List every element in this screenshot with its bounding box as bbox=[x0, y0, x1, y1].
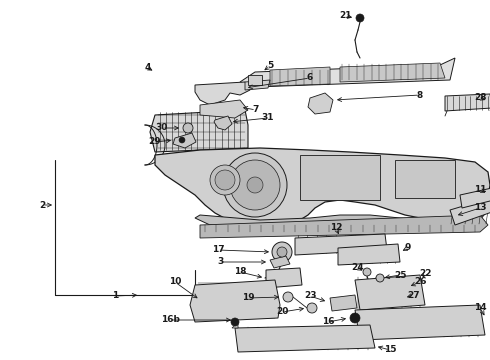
Bar bbox=[300, 155, 380, 200]
Circle shape bbox=[376, 274, 384, 282]
Text: 16b: 16b bbox=[161, 315, 179, 324]
Text: 29: 29 bbox=[148, 138, 161, 147]
Text: 15: 15 bbox=[384, 346, 396, 355]
Circle shape bbox=[363, 268, 371, 276]
Polygon shape bbox=[270, 67, 330, 86]
Text: 12: 12 bbox=[330, 224, 342, 233]
Text: 19: 19 bbox=[242, 293, 254, 302]
Polygon shape bbox=[214, 116, 232, 130]
Text: 18: 18 bbox=[234, 267, 246, 276]
Circle shape bbox=[272, 242, 292, 262]
Polygon shape bbox=[245, 80, 270, 90]
Text: 7: 7 bbox=[253, 105, 259, 114]
Circle shape bbox=[183, 123, 193, 133]
Polygon shape bbox=[240, 58, 455, 87]
Polygon shape bbox=[338, 244, 400, 265]
Polygon shape bbox=[355, 275, 425, 310]
Text: 6: 6 bbox=[307, 73, 313, 82]
Polygon shape bbox=[150, 110, 248, 152]
Polygon shape bbox=[232, 322, 238, 328]
Text: 5: 5 bbox=[267, 62, 273, 71]
Polygon shape bbox=[450, 198, 490, 225]
Polygon shape bbox=[190, 280, 280, 322]
Polygon shape bbox=[155, 148, 490, 228]
Polygon shape bbox=[308, 93, 333, 114]
Text: 1: 1 bbox=[112, 292, 118, 301]
Text: 24: 24 bbox=[352, 264, 364, 273]
Polygon shape bbox=[266, 268, 302, 288]
Polygon shape bbox=[355, 305, 485, 340]
Circle shape bbox=[215, 170, 235, 190]
Bar bbox=[395, 160, 455, 198]
Text: 27: 27 bbox=[408, 291, 420, 300]
Text: 9: 9 bbox=[405, 243, 411, 252]
Text: 17: 17 bbox=[212, 246, 224, 255]
Circle shape bbox=[307, 303, 317, 313]
Text: 13: 13 bbox=[474, 203, 486, 212]
Polygon shape bbox=[200, 215, 488, 238]
Polygon shape bbox=[380, 294, 405, 308]
Circle shape bbox=[277, 247, 287, 257]
Polygon shape bbox=[195, 82, 250, 105]
Polygon shape bbox=[330, 295, 357, 311]
Polygon shape bbox=[385, 282, 410, 298]
Bar bbox=[248, 75, 262, 85]
Circle shape bbox=[223, 153, 287, 217]
Text: 20: 20 bbox=[276, 307, 288, 316]
Text: 11: 11 bbox=[474, 185, 486, 194]
Polygon shape bbox=[460, 188, 490, 208]
Text: 21: 21 bbox=[339, 12, 351, 21]
Circle shape bbox=[210, 165, 240, 195]
Circle shape bbox=[231, 318, 239, 326]
Text: 25: 25 bbox=[394, 270, 406, 279]
Polygon shape bbox=[195, 200, 488, 232]
Text: 10: 10 bbox=[169, 278, 181, 287]
Polygon shape bbox=[173, 133, 196, 148]
Polygon shape bbox=[235, 325, 375, 352]
Text: 4: 4 bbox=[145, 63, 151, 72]
Circle shape bbox=[230, 160, 280, 210]
Polygon shape bbox=[295, 234, 387, 255]
Text: 31: 31 bbox=[262, 113, 274, 122]
Text: 16: 16 bbox=[322, 318, 334, 327]
Text: 14: 14 bbox=[474, 303, 486, 312]
Text: 8: 8 bbox=[417, 90, 423, 99]
Text: 26: 26 bbox=[414, 278, 426, 287]
Text: 28: 28 bbox=[474, 94, 486, 103]
Polygon shape bbox=[340, 63, 445, 82]
Circle shape bbox=[179, 137, 185, 143]
Text: 22: 22 bbox=[419, 270, 431, 279]
Text: 30: 30 bbox=[156, 123, 168, 132]
Text: 23: 23 bbox=[304, 292, 316, 301]
Circle shape bbox=[350, 313, 360, 323]
Text: 2: 2 bbox=[39, 201, 45, 210]
Circle shape bbox=[247, 177, 263, 193]
Polygon shape bbox=[200, 100, 248, 118]
Circle shape bbox=[283, 292, 293, 302]
Text: 3: 3 bbox=[217, 257, 223, 266]
Circle shape bbox=[356, 14, 364, 22]
Polygon shape bbox=[270, 256, 290, 268]
Polygon shape bbox=[445, 94, 490, 111]
